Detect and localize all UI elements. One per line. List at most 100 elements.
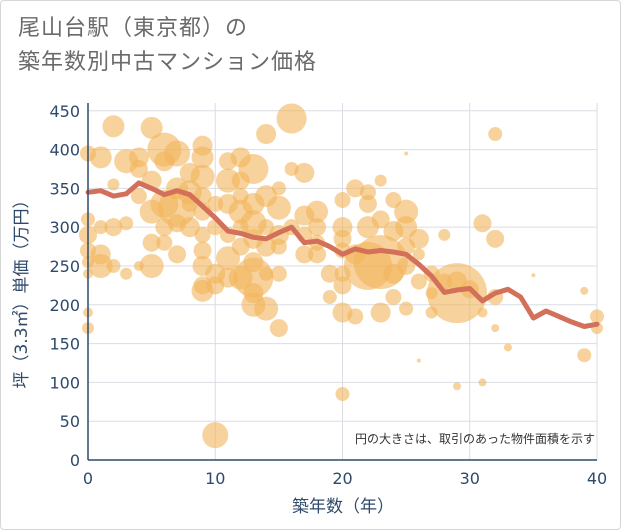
data-bubble (271, 181, 286, 196)
data-bubble (88, 253, 113, 278)
data-bubble (531, 273, 536, 278)
data-bubble (215, 168, 240, 193)
data-bubble (191, 146, 214, 169)
x-tick-label: 0 (83, 469, 93, 488)
data-bubble (347, 308, 364, 325)
data-bubble (164, 140, 191, 167)
data-bubble (385, 289, 402, 306)
data-bubble (238, 153, 269, 184)
x-tick-label: 20 (332, 469, 352, 488)
data-bubble (577, 348, 592, 363)
tick-labels: 0 50 100 150 200 250 300 350 400 450 0 10 20 30 40 (49, 102, 607, 488)
data-bubble (346, 179, 365, 198)
data-bubble (104, 218, 123, 237)
data-bubble (397, 256, 416, 275)
data-bubble (194, 226, 211, 243)
data-bubble (270, 238, 287, 255)
y-tick-label: 400 (49, 141, 80, 160)
data-bubble (478, 378, 487, 387)
data-bubble (427, 263, 488, 324)
data-bubble (333, 276, 352, 295)
data-bubble (266, 195, 291, 220)
data-bubble (120, 267, 133, 280)
data-bubble (295, 245, 314, 264)
data-bubble (294, 162, 315, 183)
data-bubble (139, 253, 164, 278)
axes (87, 103, 597, 461)
y-tick-label: 200 (49, 296, 80, 315)
data-bubble (412, 248, 425, 261)
data-bubble (320, 264, 339, 283)
y-tick-label: 250 (49, 257, 80, 276)
data-bubble (202, 422, 229, 449)
average-price-line (85, 180, 600, 329)
data-bubble (130, 188, 147, 205)
data-bubble (322, 290, 337, 305)
data-bubble (404, 151, 409, 156)
data-bubble (106, 258, 121, 273)
data-bubble (259, 266, 274, 281)
data-bubble (410, 273, 427, 290)
data-bubble (333, 229, 352, 248)
data-bubble (580, 286, 589, 295)
chart-title: 尾山台駅（東京都）の 築年数別中古マンション価格 (18, 12, 317, 80)
y-tick-label: 0 (70, 451, 80, 470)
data-bubble (438, 228, 451, 241)
data-bubble (269, 319, 288, 338)
data-bubble (473, 214, 492, 233)
size-note: 円の大きさは、取引のあった物件面積を示す (355, 431, 595, 446)
data-bubble (358, 194, 377, 213)
data-bubble (168, 245, 187, 264)
x-axis-label: 築年数（年） (292, 497, 394, 517)
data-bubble (486, 229, 505, 248)
data-bubble (491, 324, 500, 333)
y-tick-label: 350 (49, 179, 80, 198)
title-line-2: 築年数別中古マンション価格 (18, 50, 318, 75)
data-bubble (119, 216, 134, 231)
data-bubble (477, 307, 488, 318)
data-bubble (193, 241, 212, 260)
data-bubble (335, 387, 350, 402)
data-bubble (129, 159, 148, 178)
data-bubble (89, 146, 112, 169)
data-bubble (374, 174, 387, 187)
x-tick-label: 10 (205, 469, 225, 488)
y-tick-label: 450 (49, 102, 80, 121)
data-bubble (453, 382, 462, 391)
data-bubble (394, 199, 419, 224)
y-tick-label: 150 (49, 335, 80, 354)
data-bubble (270, 265, 287, 282)
data-bubble (408, 228, 429, 249)
data-bubble (370, 302, 391, 323)
data-bubble (156, 234, 173, 251)
data-bubble (254, 296, 279, 321)
data-bubble (488, 127, 503, 142)
data-bubble (179, 217, 200, 238)
data-bubble (102, 115, 125, 138)
bubble-layer (79, 103, 604, 449)
y-tick-label: 50 (60, 412, 80, 431)
data-bubble (503, 343, 512, 352)
y-tick-label: 100 (49, 373, 80, 392)
x-tick-label: 40 (587, 469, 607, 488)
data-bubble (142, 233, 161, 252)
data-bubble (590, 309, 604, 324)
data-bubble (306, 200, 329, 223)
data-bubble (256, 124, 277, 145)
y-axis-label: 坪（3.3㎡）単価（万円） (12, 191, 32, 388)
data-bubble (334, 192, 351, 209)
data-bubble (256, 236, 277, 257)
data-bubble (190, 164, 215, 189)
data-bubble (308, 245, 327, 264)
data-bubble (416, 358, 421, 363)
y-tick-label: 300 (49, 218, 80, 237)
data-bubble (399, 301, 414, 316)
data-bubble (93, 220, 108, 235)
data-bubble (308, 218, 327, 237)
data-bubble (371, 210, 390, 229)
x-tick-label: 30 (460, 469, 480, 488)
data-bubble (140, 116, 163, 139)
data-bubble (276, 103, 307, 134)
data-bubble (107, 178, 120, 191)
